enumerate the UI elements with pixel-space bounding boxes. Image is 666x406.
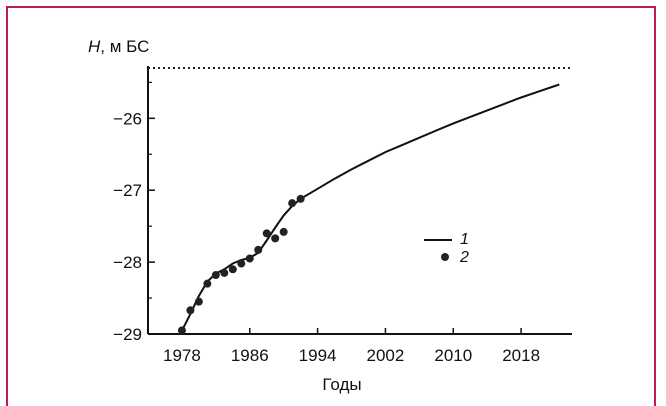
data-point: [271, 234, 280, 243]
y-tick-label: −29: [113, 325, 142, 344]
x-axis-label: Годы: [322, 375, 361, 394]
legend-label-2: 2: [459, 249, 469, 266]
data-point: [228, 265, 237, 274]
x-tick-label: 1986: [231, 346, 269, 365]
legend-label-1: 1: [460, 231, 469, 248]
x-tick-label: 2010: [434, 346, 472, 365]
figure-frame: [6, 6, 656, 406]
series-1-path: [179, 83, 560, 335]
y-axis-label: H, м БС: [88, 37, 149, 56]
data-point: [177, 326, 186, 335]
data-point: [288, 199, 297, 208]
data-point: [262, 229, 271, 238]
data-point: [211, 271, 220, 280]
x-tick-label: 1978: [163, 346, 201, 365]
axes: −29 −28 −27 −26 1978 1986 1994 2002 2010 2018: [113, 66, 572, 365]
data-point: [220, 268, 229, 277]
data-point: [296, 194, 305, 203]
y-tick-label: −27: [113, 181, 142, 200]
x-tick-label: 2018: [502, 346, 540, 365]
data-point: [254, 245, 263, 254]
data-point: [279, 227, 288, 236]
series-2-points: [177, 194, 305, 335]
legend: 12: [424, 231, 469, 266]
x-tick-label: 1994: [299, 346, 337, 365]
data-point: [245, 254, 254, 263]
data-point: [237, 259, 246, 268]
data-point: [186, 306, 195, 315]
legend-point-swatch: [441, 253, 449, 261]
x-tick-label: 2002: [367, 346, 405, 365]
y-tick-label: −26: [113, 109, 142, 128]
y-tick-label: −28: [113, 253, 142, 272]
data-point: [194, 297, 203, 306]
data-point: [203, 279, 212, 288]
series-1-line: [179, 83, 560, 335]
